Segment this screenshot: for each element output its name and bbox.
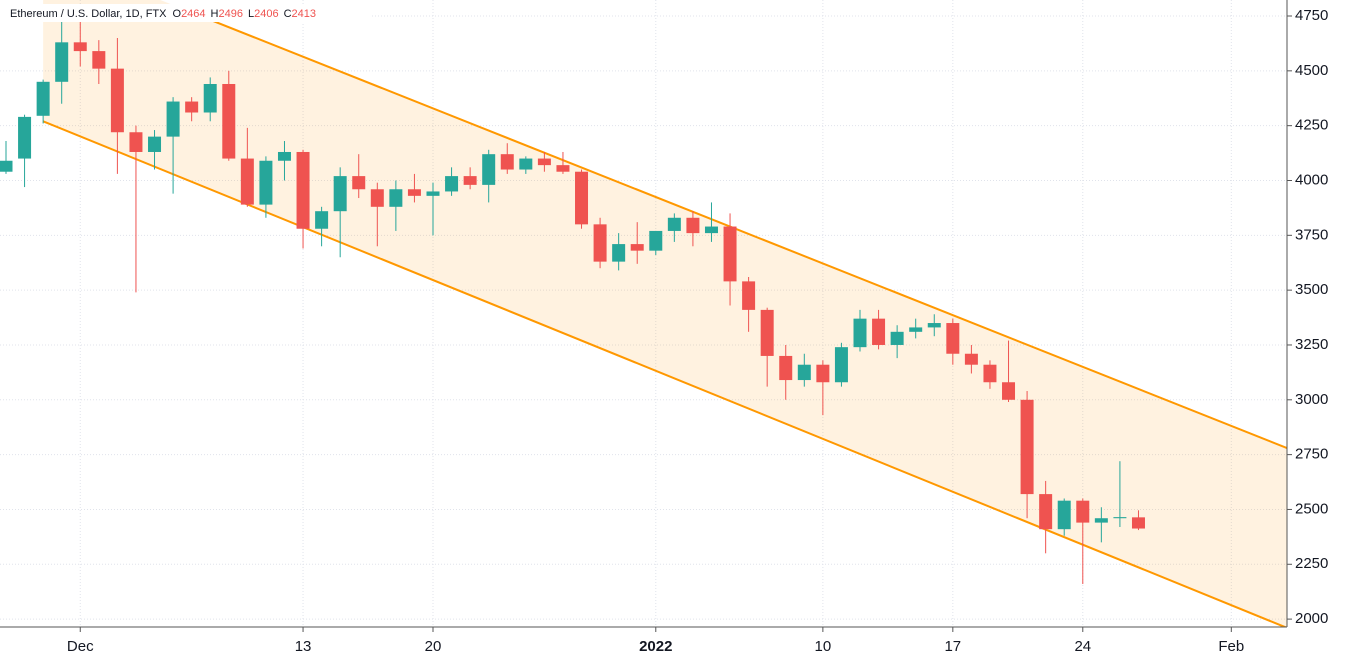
- y-tick-label: 3750: [1295, 226, 1328, 243]
- candle-body: [36, 81, 50, 116]
- candle-body: [370, 189, 384, 207]
- candle-body: [1094, 518, 1108, 523]
- y-tick-label: 4750: [1295, 7, 1328, 24]
- x-tick-label: 17: [944, 638, 961, 655]
- candle-body: [389, 189, 403, 207]
- candle-body: [1057, 500, 1071, 530]
- candle-body: [983, 364, 997, 383]
- candle-body: [742, 281, 756, 310]
- candle-body: [166, 101, 180, 137]
- candle-body: [1131, 517, 1145, 529]
- candle-body: [333, 176, 347, 212]
- x-tick-label: 2022: [639, 638, 672, 655]
- candle-body: [110, 68, 124, 133]
- candle-body: [1039, 494, 1053, 530]
- candle-body: [704, 226, 718, 234]
- y-tick-label: 4250: [1295, 117, 1328, 134]
- ohlc-label: C: [284, 8, 292, 20]
- candle-body: [797, 364, 811, 381]
- candle-body: [203, 83, 217, 113]
- candle-body: [686, 217, 700, 234]
- y-tick-label: 2250: [1295, 555, 1328, 572]
- candle-body: [0, 160, 13, 172]
- x-tick-label: Dec: [67, 638, 94, 655]
- y-tick-label: 2500: [1295, 500, 1328, 517]
- ohlc-label: H: [211, 8, 219, 20]
- y-tick-label: 4000: [1295, 171, 1328, 188]
- candle-body: [667, 217, 681, 231]
- candle-body: [779, 355, 793, 381]
- x-tick-label: 13: [295, 638, 312, 655]
- y-tick-label: 2750: [1295, 446, 1328, 463]
- candle-body: [259, 160, 273, 205]
- candle-body: [927, 323, 941, 328]
- candle-body: [890, 331, 904, 345]
- candle-body: [760, 309, 774, 356]
- candle-body: [500, 154, 514, 170]
- candle-body: [463, 176, 477, 185]
- candle-body: [55, 42, 69, 82]
- candle-body: [853, 318, 867, 348]
- candle-body: [1002, 382, 1016, 400]
- y-tick-label: 2000: [1295, 610, 1328, 627]
- candle-body: [630, 244, 644, 251]
- candle-body: [723, 226, 737, 282]
- candle-body: [482, 154, 496, 185]
- candle-body: [129, 132, 143, 152]
- candle-body: [185, 101, 199, 113]
- y-tick-label: 3000: [1295, 391, 1328, 408]
- ohlc-value: 2406: [254, 8, 278, 20]
- chart-title: Ethereum / U.S. Dollar, 1D, FTX: [10, 8, 167, 20]
- candle-body: [556, 165, 570, 172]
- channel-fill: [43, 0, 1287, 627]
- candle-body: [352, 176, 366, 190]
- candle-body: [277, 151, 291, 161]
- ohlc-value: 2413: [292, 8, 316, 20]
- candle-body: [946, 323, 960, 354]
- candle-body: [1076, 500, 1090, 523]
- candle-body: [445, 176, 459, 192]
- candle-body: [1113, 517, 1127, 519]
- legend: Ethereum / U.S. Dollar, 1D, FTX O 2464 H 24…: [0, 4, 372, 22]
- candle-body: [593, 224, 607, 262]
- ohlc-value: 2496: [219, 8, 243, 20]
- candle-body: [222, 83, 236, 159]
- candle-body: [872, 318, 886, 345]
- y-tick-label: 3250: [1295, 336, 1328, 353]
- x-tick-label: 24: [1074, 638, 1091, 655]
- candle-body: [519, 158, 533, 170]
- y-tick-label: 3500: [1295, 281, 1328, 298]
- channel-line: [42, 120, 1287, 627]
- candle-body: [92, 51, 106, 69]
- candle-body: [296, 151, 310, 229]
- x-tick-label: 20: [425, 638, 442, 655]
- candle-body: [612, 244, 626, 262]
- candle-body: [964, 353, 978, 365]
- candle-body: [816, 364, 830, 383]
- ohlc-value: 2464: [181, 8, 205, 20]
- candle-body: [315, 211, 329, 229]
- candle-body: [426, 191, 440, 196]
- candle-body: [148, 136, 162, 152]
- candle-body: [18, 116, 32, 159]
- x-tick-label: Feb: [1218, 638, 1244, 655]
- candle-body: [649, 230, 663, 251]
- y-tick-label: 4500: [1295, 62, 1328, 79]
- candle-body: [407, 189, 421, 196]
- candle-body: [1020, 399, 1034, 495]
- candle-body: [834, 347, 848, 383]
- candle-body: [575, 171, 589, 225]
- ohlc-label: L: [248, 8, 254, 20]
- candle-body: [909, 327, 923, 332]
- legend-bg: [0, 4, 372, 22]
- candles: [0, 9, 1145, 585]
- ohlc-label: O: [173, 8, 182, 20]
- candle-body: [73, 42, 87, 52]
- candle-body: [537, 158, 551, 166]
- candle-body: [240, 158, 254, 205]
- x-tick-label: 10: [815, 638, 832, 655]
